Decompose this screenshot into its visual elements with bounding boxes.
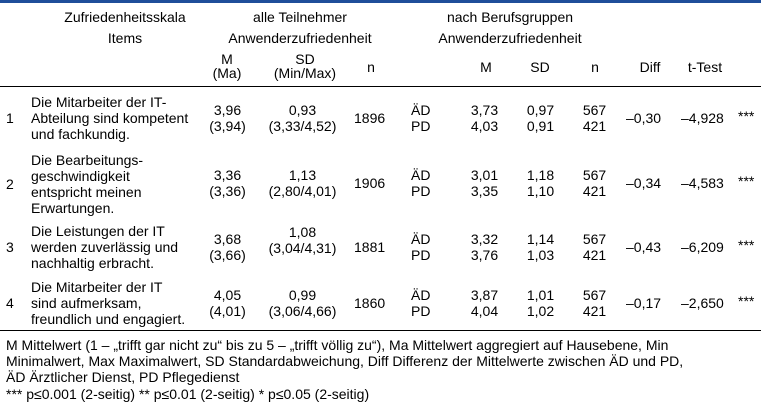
row-number: 4	[6, 295, 14, 311]
row-number: 1	[6, 110, 14, 126]
header-all-satisfaction: Anwenderzufriedenheit	[228, 30, 372, 46]
item-text: Die Mitarbeiter der IT sind aufmerksam, …	[31, 279, 186, 327]
group-n-cell: 567 421	[582, 102, 607, 134]
header-all-participants: alle Teilnehmer	[253, 9, 347, 25]
item-text: Die Mitarbeiter der IT- Abteilung sind k…	[31, 94, 189, 142]
header-ttest: t-Test	[687, 59, 723, 75]
group-sd-cell: 1,01 1,02	[526, 287, 555, 319]
sig-cell: ***	[738, 293, 755, 309]
footnote-line: Minimalwert, Max Maximalwert, SD Standar…	[6, 353, 684, 369]
group-mean-cell: 3,73 4,03	[470, 102, 499, 134]
footnote-significance: *** p≤0.001 (2-seitig) ** p≤0.01 (2-seit…	[6, 386, 370, 402]
sd-cell: 0,93 (3,33/4,52)	[268, 102, 337, 134]
header-prof-satisfaction: Anwenderzufriedenheit	[438, 30, 582, 46]
group-n-cell: 567 421	[582, 167, 607, 199]
n-cell: 1881	[354, 239, 386, 255]
n-cell: 1906	[354, 175, 386, 191]
header-n: n	[367, 59, 375, 75]
sig-cell: ***	[738, 108, 755, 124]
mean-cell: 3,36 (3,36)	[209, 167, 246, 199]
sig-cell: ***	[738, 173, 755, 189]
header-rule	[0, 86, 761, 87]
mean-cell: 3,68 (3,66)	[209, 231, 246, 263]
header-ma: (Ma)	[212, 65, 242, 81]
group-sd-cell: 1,14 1,03	[526, 231, 555, 263]
group-cell: ÄD PD	[411, 287, 431, 319]
group-n-cell: 567 421	[582, 287, 607, 319]
ttest-cell: –4,928	[681, 110, 724, 126]
header-prof-sd: SD	[530, 59, 550, 75]
group-sd-cell: 0,97 0,91	[526, 102, 555, 134]
group-sd-cell: 1,18 1,10	[526, 167, 555, 199]
footnote-line: M Mittelwert (1 – „trifft gar nicht zu“ …	[6, 337, 669, 353]
sd-cell: 1,08 (3,04/4,31)	[268, 224, 337, 256]
ttest-cell: –2,650	[681, 295, 724, 311]
group-mean-cell: 3,87 4,04	[470, 287, 499, 319]
group-mean-cell: 3,32 3,76	[470, 231, 499, 263]
mean-cell: 4,05 (4,01)	[209, 287, 246, 319]
header-m: M	[221, 51, 233, 67]
group-n-cell: 567 421	[582, 231, 607, 263]
item-text: Die Bearbeitungs- geschwindigkeit entspr…	[31, 152, 144, 216]
diff-cell: –0,34	[626, 175, 662, 191]
top-accent-bar	[0, 0, 761, 3]
header-diff: Diff	[639, 59, 661, 75]
header-prof-n: n	[591, 59, 599, 75]
table-bottom-rule	[0, 330, 761, 331]
diff-cell: –0,17	[626, 295, 662, 311]
header-prof-m: M	[480, 59, 492, 75]
header-minmax: (Min/Max)	[273, 65, 337, 81]
group-mean-cell: 3,01 3,35	[470, 167, 499, 199]
mean-cell: 3,96 (3,94)	[209, 102, 246, 134]
group-cell: ÄD PD	[411, 167, 431, 199]
group-cell: ÄD PD	[411, 231, 431, 263]
row-number: 3	[6, 239, 14, 255]
sig-cell: ***	[738, 237, 755, 253]
sd-cell: 0,99 (3,06/4,66)	[268, 287, 337, 319]
header-sd: SD	[295, 51, 315, 67]
diff-cell: –0,43	[626, 239, 662, 255]
ttest-cell: –6,209	[681, 239, 724, 255]
header-scale: Zufriedenheitsskala	[64, 9, 186, 25]
header-professions: nach Berufsgruppen	[446, 9, 574, 25]
n-cell: 1896	[354, 110, 386, 126]
header-items: Items	[107, 30, 143, 46]
ttest-cell: –4,583	[681, 175, 724, 191]
group-cell: ÄD PD	[411, 102, 431, 134]
n-cell: 1860	[354, 295, 386, 311]
diff-cell: –0,30	[626, 110, 662, 126]
footnote-line: ÄD Ärztlicher Dienst, PD Pflegedienst	[6, 369, 240, 385]
row-number: 2	[6, 176, 14, 192]
sd-cell: 1,13 (2,80/4,01)	[268, 167, 337, 199]
item-text: Die Leistungen der IT werden zuverlässig…	[31, 223, 179, 271]
